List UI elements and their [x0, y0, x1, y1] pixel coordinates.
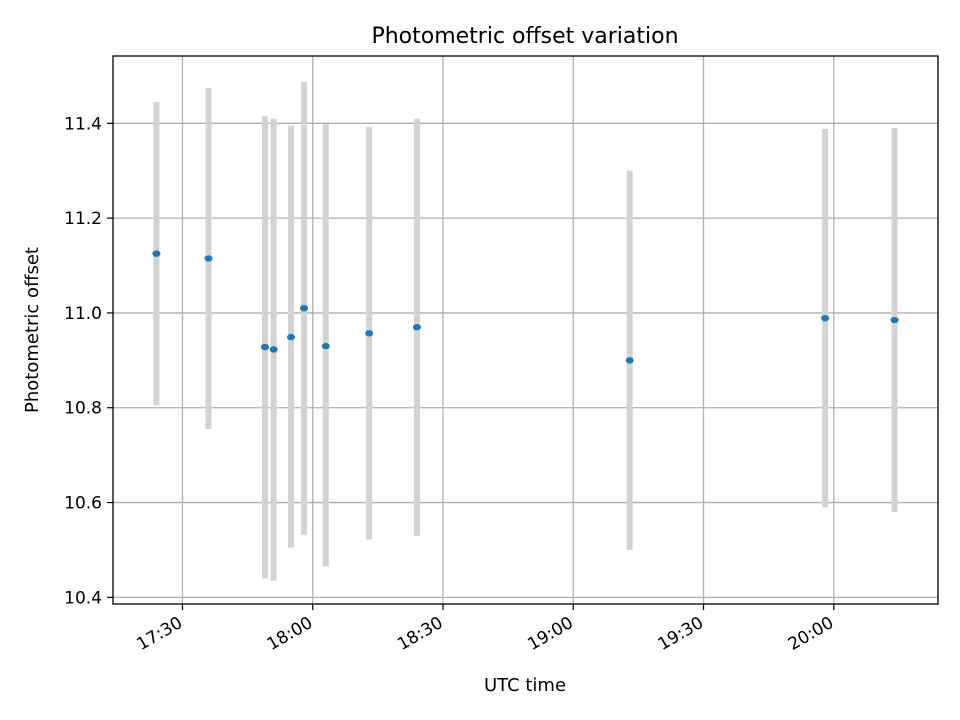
grid-lines — [113, 56, 938, 604]
plot-frame — [112, 55, 939, 605]
data-point — [412, 323, 421, 331]
y-axis-label: Photometric offset — [22, 247, 43, 413]
data-point — [890, 316, 899, 324]
x-tick-label: 17:30 — [134, 613, 186, 655]
data-point — [152, 250, 161, 257]
error-bars — [153, 82, 898, 581]
x-tick-label: 19:00 — [524, 613, 576, 655]
data-point — [269, 346, 278, 353]
y-tick-label: 11.4 — [64, 114, 102, 134]
x-axis-label: UTC time — [484, 675, 566, 696]
chart-title: Photometric offset variation — [371, 24, 678, 49]
x-tick-label: 19:30 — [655, 613, 707, 655]
y-tick-label: 10.4 — [64, 588, 102, 608]
data-point — [204, 255, 213, 262]
axis-ticks: 17:30 18:00 18:30 19:00 19:30 20:00 10.4 10.6 10… — [64, 114, 837, 655]
y-tick-label: 11.2 — [64, 209, 102, 229]
y-tick-label: 10.8 — [64, 399, 102, 419]
data-point — [625, 357, 634, 364]
x-tick-label: 18:30 — [394, 613, 446, 655]
data-point — [821, 314, 830, 322]
y-tick-label: 11.0 — [64, 304, 102, 324]
data-point — [300, 304, 309, 312]
data-point — [260, 343, 269, 351]
data-point — [365, 330, 374, 337]
x-tick-label: 20:00 — [785, 613, 837, 655]
y-tick-label: 10.6 — [64, 494, 102, 514]
x-tick-label: 18:00 — [264, 613, 316, 655]
data-point — [287, 333, 296, 341]
data-points — [152, 250, 899, 364]
data-point — [321, 342, 330, 350]
